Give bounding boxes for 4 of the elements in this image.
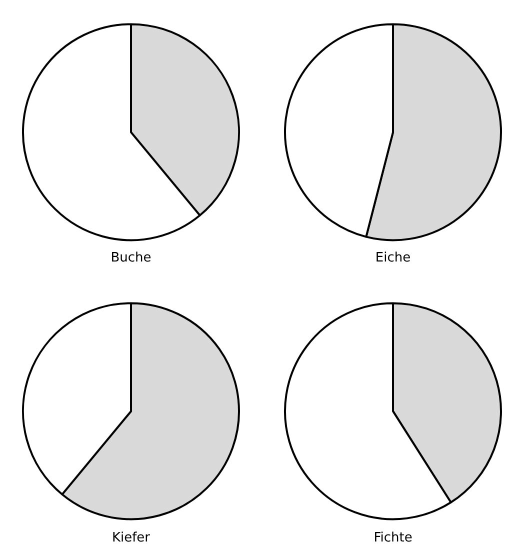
text: Fichte (374, 530, 412, 546)
text: Buche (110, 250, 152, 266)
text: Eiche (375, 250, 411, 266)
text: Kiefer (112, 530, 151, 546)
